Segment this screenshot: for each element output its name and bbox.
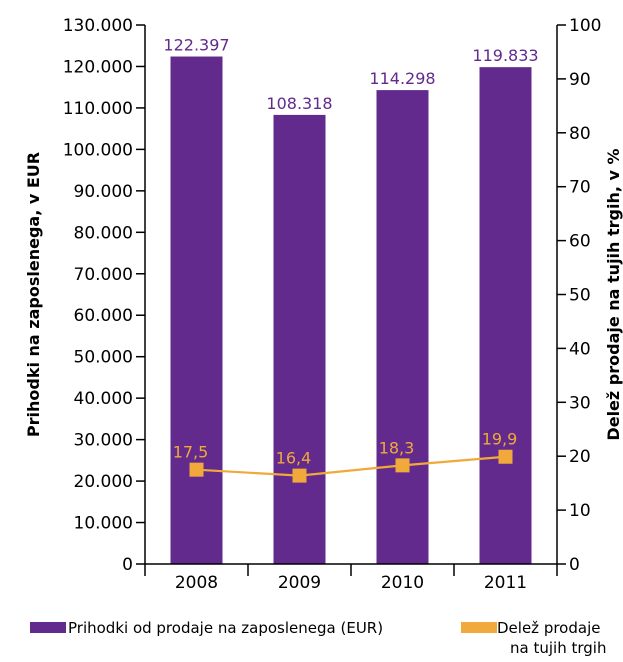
line-point-2008 [189,462,204,477]
bar-2008 [170,56,223,565]
bar-2009 [273,114,326,564]
bar-label-2009: 108.318 [266,94,332,113]
bar-2011 [479,67,532,565]
line-point-2010 [395,458,410,473]
y-tick-label-left-80.000: 80.000 [74,223,133,243]
line-label-2011: 19,9 [482,430,518,449]
x-tick-label-2009: 2009 [278,573,321,593]
line-label-2008: 17,5 [173,443,209,462]
y-tick-label-left-60.000: 60.000 [74,306,133,326]
y-tick-label-left-30.000: 30.000 [74,431,133,451]
y-tick-label-left-120.000: 120.000 [63,57,133,77]
bar-2010 [376,90,429,564]
y-tick-label-left-0: 0 [122,555,133,575]
line-point-2009 [292,468,307,483]
line-series [196,455,506,477]
y-tick-label-left-70.000: 70.000 [74,265,133,285]
y-tick-label-left-90.000: 90.000 [74,182,133,202]
y-tick-label-left-110.000: 110.000 [63,99,133,119]
y-tick-label-right-20: 20 [569,447,591,467]
y-tick-label-right-100: 100 [569,16,601,36]
y-tick-label-right-0: 0 [569,555,580,575]
x-tick-label-2010: 2010 [381,573,424,593]
line-label-2010: 18,3 [379,438,415,457]
line-label-2009: 16,4 [276,449,312,468]
y-tick-label-right-80: 80 [569,124,591,144]
y-tick-label-left-40.000: 40.000 [74,389,133,409]
y-tick-label-right-70: 70 [569,178,591,198]
y-tick-label-right-90: 90 [569,70,591,90]
y-tick-label-left-20.000: 20.000 [74,472,133,492]
y-tick-label-right-50: 50 [569,286,591,306]
line-point-2011 [498,449,513,464]
bar-label-2011: 119.833 [472,46,538,65]
y-tick-label-right-40: 40 [569,339,591,359]
x-tick-label-2008: 2008 [175,573,218,593]
y-tick-label-left-10.000: 10.000 [74,514,133,534]
y-tick-label-right-10: 10 [569,501,591,521]
y-tick-label-left-50.000: 50.000 [74,348,133,368]
y-axis-title-left: Prihodki na zaposlenega, v EUR [24,152,43,437]
bar-label-2010: 114.298 [369,69,435,88]
y-tick-label-left-100.000: 100.000 [63,140,133,160]
y-tick-label-right-30: 30 [569,393,591,413]
bar-label-2008: 122.397 [163,36,229,55]
y-tick-label-left-130.000: 130.000 [63,16,133,36]
x-tick-label-2011: 2011 [484,573,527,593]
y-tick-label-right-60: 60 [569,232,591,252]
y-axis-title-right: Delež prodaje na tujih trgih, v % [604,148,623,440]
